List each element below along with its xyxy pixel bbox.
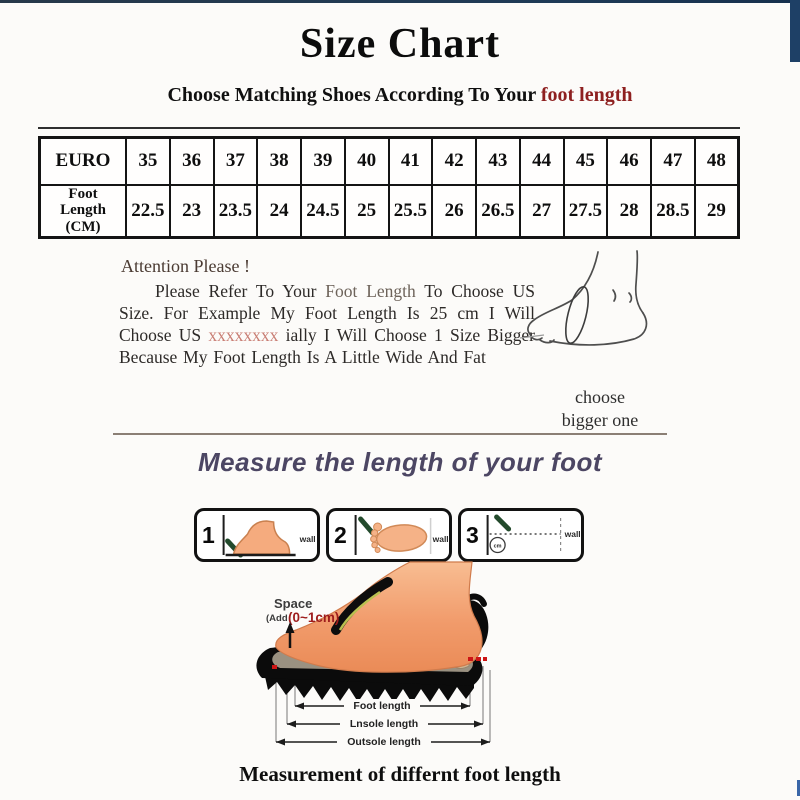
euro-size-cell: 41 [387,136,434,186]
foot-length-row: Foot Length (CM) 22.5 23 23.5 24 24.5 25… [38,183,740,239]
euro-row-label: EURO [38,136,127,186]
foot-length-cell: 24.5 [300,183,346,239]
euro-size-cell: 46 [606,136,652,186]
page-title: Size Chart [299,21,501,67]
top-edge-line [0,0,800,3]
wall-label: wall [431,534,448,544]
space-label: Space [274,596,312,611]
euro-size-cell: 47 [650,136,696,186]
step-1-number: 1 [202,521,215,548]
euro-size-cell: 42 [431,136,477,186]
section-divider [113,433,667,435]
girth-ellipse [564,285,590,345]
step-3-number: 3 [466,521,479,548]
euro-size-cell: 37 [212,136,259,186]
foot-length-row-label: Foot Length (CM) [38,183,127,239]
step-1-box: 1 wall [194,508,320,562]
step-1-diagram: wall [222,515,315,558]
euro-size-cell: 45 [562,136,609,186]
foot-length-cell: 28 [606,183,652,239]
measure-section-title: Measure the length of your foot [197,447,603,477]
euro-size-cell: 38 [256,136,302,186]
bottom-caption: Measurement of differnt foot length [239,762,561,786]
step-2-diagram: wall [354,515,448,555]
step-3-diagram: cm wall [486,514,580,555]
foot-length-cell: 27 [518,183,565,239]
marker-pen-icon [357,516,375,536]
euro-size-cell: 39 [300,136,346,186]
foot-in-shoe [275,561,483,673]
step-3-box: 3 cm wall [458,508,584,562]
foot-length-cell: 23.5 [212,183,259,239]
foot-length-cell: 27.5 [562,183,609,239]
foot-length-cell: 22.5 [125,183,171,239]
tape-cm-label: cm [493,544,501,550]
label-bg [340,717,428,730]
foot-length-cell: 29 [693,183,740,239]
choose-bigger-line1: choose [575,387,625,407]
attention-heading: Attention Please ! [121,256,250,276]
foot-side-icon [232,520,291,555]
euro-size-cell: 36 [168,136,215,186]
attention-text: To Choose US Size. For Example My Foot L… [119,281,535,346]
foot-length-arrow-label: Foot length [353,700,410,712]
measure-arrowheads [276,702,490,746]
attention-block: Attention Please ! Please Refer To Your … [119,256,535,368]
tape-measure-icon [489,536,506,554]
corner-blue-bar [790,0,800,62]
euro-size-cell: 35 [125,136,171,186]
subtitle: Choose Matching Shoes According To Your … [0,84,800,107]
space-range-label: (0~1cm) [288,610,339,625]
pointer-line [520,334,545,339]
subtitle-accent: foot length [540,84,633,106]
table-top-rule [38,127,740,129]
foot-length-cell: 26 [431,183,477,239]
choose-bigger-line2: bigger one [561,410,639,431]
euro-row: EURO 35 36 37 38 39 40 41 42 43 44 45 46… [38,136,740,186]
marker-pen-icon [493,514,511,532]
choose-bigger-note: choose bigger one [533,386,667,433]
euro-size-cell: 44 [518,136,565,186]
foot-length-cell: 23 [168,183,215,239]
attention-text: Please Refer To Your [155,281,326,301]
insole-length-arrow-label: Lnsole length [350,718,418,730]
foot-sketch-icon [520,250,648,346]
step-2-box: 2 wall [326,508,452,562]
strap-trim [338,590,381,631]
footprint-icon [369,522,428,553]
euro-size-cell: 43 [475,136,521,186]
attention-redacted-text: xxxxxxxx [208,325,279,346]
subtitle-text: Choose Matching Shoes According To Your [167,84,541,106]
shoe-measurement-diagram: Space (Add (0~1cm) Foot length Lnsole le… [256,561,491,748]
label-bg [337,735,431,748]
foot-length-cell: 24 [256,183,302,239]
attention-foot-length: Foot Length [325,281,416,301]
shoe-strap [331,577,393,635]
foot-length-cell: 26.5 [475,183,521,239]
foot-length-cell: 28.5 [650,183,696,239]
bottom-right-artifact [797,780,800,796]
add-label: (Add [266,613,288,624]
wall-label: wall [298,534,315,544]
wall-label: wall [563,529,580,539]
euro-size-cell: 40 [343,136,390,186]
measure-steps: 1 wall 2 [194,508,584,562]
outsole-length-arrow-label: Outsole length [347,736,421,748]
attention-text: ially I Will Choose 1 Size Bigger Becaus… [119,325,535,368]
space-arrowhead [285,622,295,633]
size-table: EURO 35 36 37 38 39 40 41 42 43 44 45 46… [38,136,740,239]
foot-length-cell: 25 [343,183,390,239]
step-2-number: 2 [334,521,347,548]
foot-length-cell: 25.5 [387,183,434,239]
euro-size-cell: 48 [693,136,740,186]
toe-heel-markers [272,657,487,669]
attention-paragraph: Please Refer To Your Foot Length To Choo… [119,280,535,368]
label-bg [344,699,420,712]
